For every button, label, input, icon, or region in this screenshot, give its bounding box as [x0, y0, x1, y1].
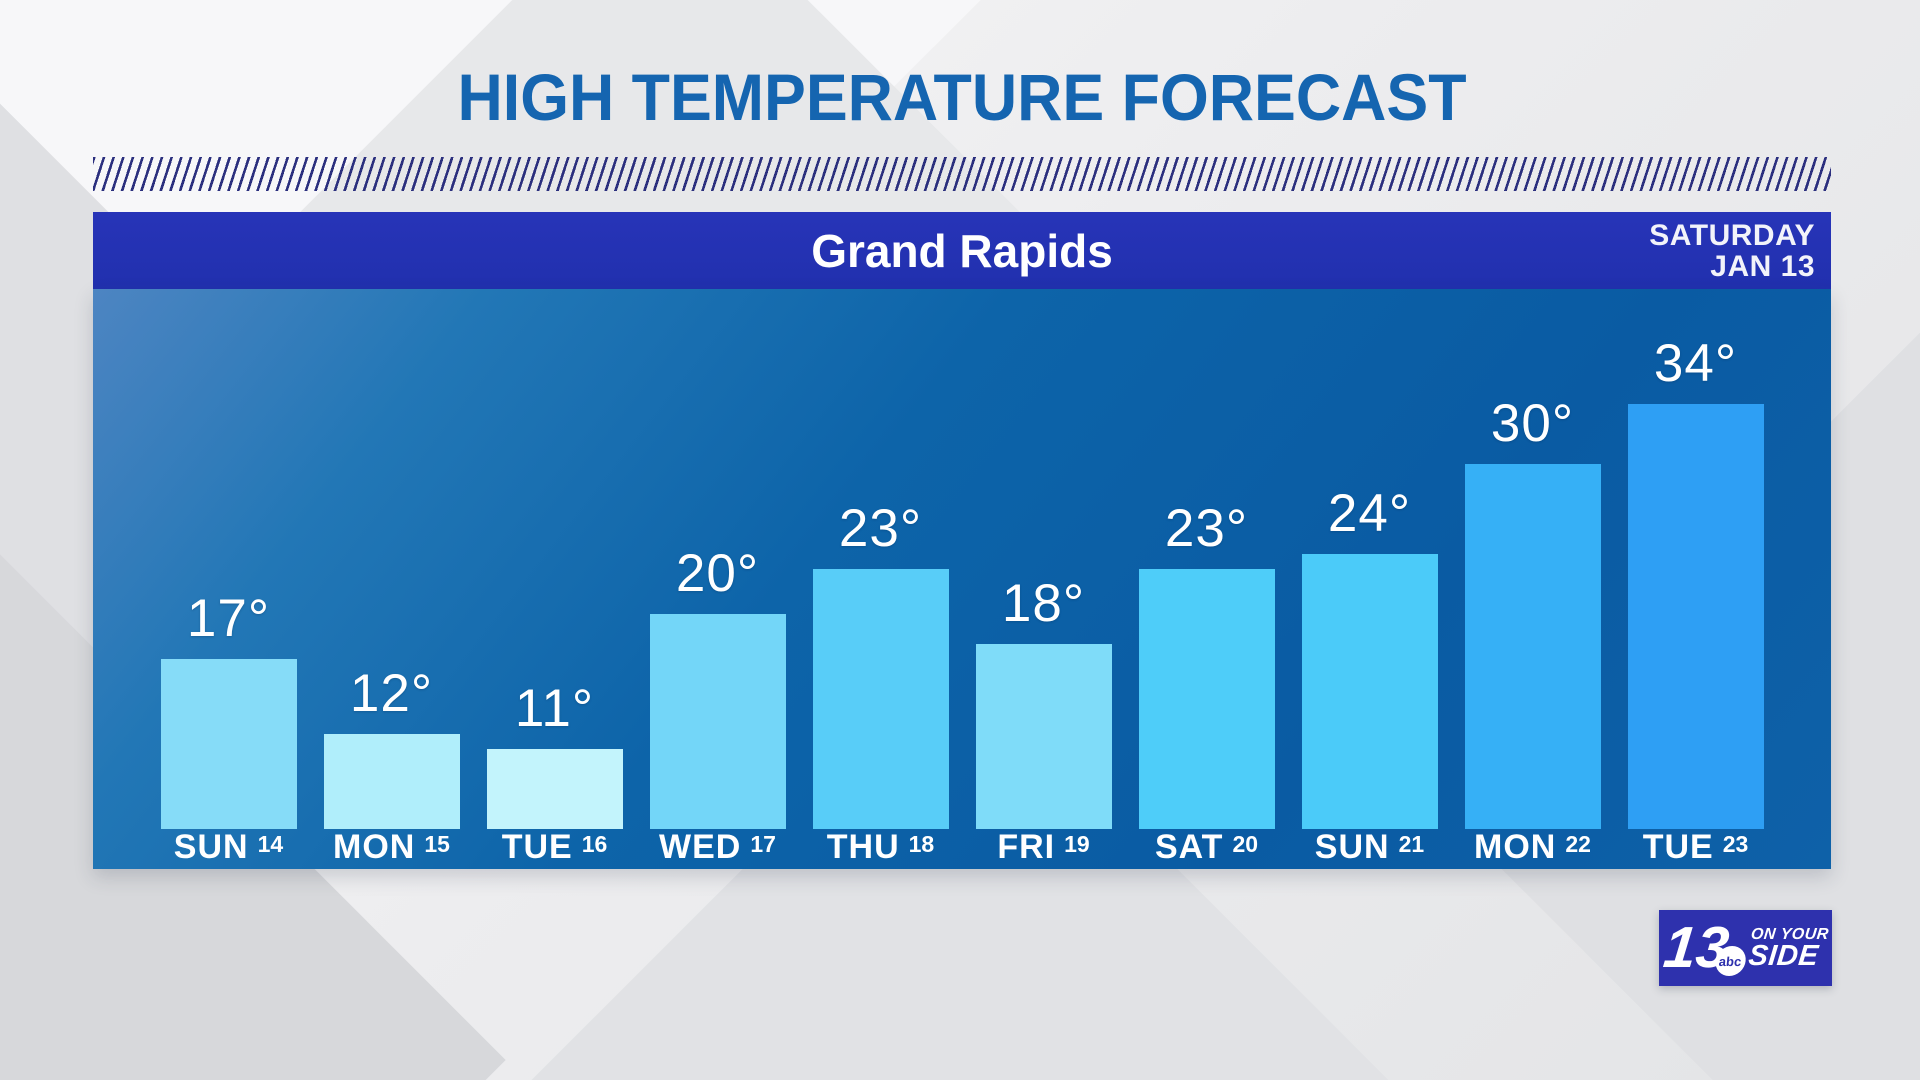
forecast-bar-column: 20° WED 17 [649, 289, 786, 869]
day-name: TUE [1642, 828, 1714, 866]
station-tagline: ON YOUR SIDE [1746, 926, 1830, 972]
day-date: 19 [1064, 831, 1090, 857]
station-logo: 13 abc ON YOUR SIDE [1659, 910, 1832, 986]
day-date: 17 [750, 831, 776, 857]
temperature-bar [160, 659, 297, 829]
day-label: SUN 14 [174, 829, 283, 869]
day-label: THU 18 [827, 829, 934, 869]
day-name: SUN [173, 828, 249, 866]
day-label: SUN 21 [1315, 829, 1424, 869]
day-name: MON [1474, 828, 1557, 866]
forecast-header-bar: Grand Rapids SATURDAY JAN 13 [93, 212, 1831, 289]
temperature-bar [1627, 404, 1764, 829]
hatch-divider [93, 157, 1831, 191]
day-date: 23 [1722, 831, 1749, 857]
day-name: THU [826, 828, 900, 866]
temperature-value: 18° [1001, 574, 1086, 633]
temperature-value: 20° [675, 544, 760, 603]
temperature-bar [323, 734, 460, 829]
forecast-bar-column: 23° SAT 20 [1138, 289, 1275, 869]
forecast-bar-column: 23° THU 18 [812, 289, 949, 869]
temperature-value: 23° [838, 499, 923, 558]
day-name: TUE [501, 828, 573, 866]
day-date: 21 [1398, 831, 1425, 857]
forecast-bar-column: 18° FRI 19 [975, 289, 1112, 869]
day-date: 15 [424, 831, 450, 857]
day-date: 20 [1232, 831, 1259, 857]
day-label: WED 17 [659, 829, 776, 869]
temperature-value: 34° [1653, 334, 1738, 393]
forecast-bar-column: 24° SUN 21 [1301, 289, 1438, 869]
temperature-value: 12° [349, 664, 434, 723]
forecast-chart: 17° SUN 14 12° MON 15 11° TUE 16 20° WED 17 23° THU 18… [93, 289, 1831, 869]
day-name: WED [659, 828, 742, 866]
temperature-bar [975, 644, 1112, 829]
page-title: HIGH TEMPERATURE FORECAST [457, 60, 1467, 134]
day-label: TUE 16 [502, 829, 608, 869]
forecast-bar-column: 30° MON 22 [1464, 289, 1601, 869]
day-label: MON 15 [333, 829, 450, 869]
temperature-bar [812, 569, 949, 829]
day-label: MON 22 [1474, 829, 1591, 869]
day-name: SUN [1314, 828, 1390, 866]
day-label: SAT 20 [1155, 829, 1258, 869]
temperature-value: 30° [1490, 394, 1575, 453]
day-date: 18 [908, 831, 935, 857]
day-date: 22 [1565, 831, 1591, 857]
day-name: SAT [1154, 828, 1224, 866]
forecast-bar-column: 11° TUE 16 [486, 289, 623, 869]
date-day: SATURDAY [1649, 219, 1815, 252]
forecast-bar-column: 12° MON 15 [323, 289, 460, 869]
temperature-value: 23° [1164, 499, 1249, 558]
temperature-bar [1301, 554, 1438, 829]
station-tagline-bottom: SIDE [1746, 939, 1820, 972]
date-value: JAN 13 [1710, 250, 1815, 283]
temperature-value: 17° [186, 589, 271, 648]
day-name: FRI [997, 828, 1056, 866]
temperature-bar [1138, 569, 1275, 829]
temperature-bar [486, 749, 623, 829]
location-label: Grand Rapids [811, 224, 1113, 277]
temperature-bar [649, 614, 786, 829]
date-label: SATURDAY JAN 13 [1649, 220, 1815, 282]
day-name: MON [333, 828, 416, 866]
bars-row: 17° SUN 14 12° MON 15 11° TUE 16 20° WED 17 23° THU 18… [93, 289, 1831, 869]
temperature-value: 11° [514, 679, 595, 738]
day-label: FRI 19 [997, 829, 1089, 869]
temperature-bar [1464, 464, 1601, 829]
temperature-value: 24° [1327, 484, 1412, 543]
day-date: 16 [581, 831, 608, 857]
forecast-bar-column: 17° SUN 14 [160, 289, 297, 869]
day-label: TUE 23 [1643, 829, 1749, 869]
forecast-bar-column: 34° TUE 23 [1627, 289, 1764, 869]
station-logo-inner: 13 abc ON YOUR SIDE [1660, 915, 1831, 980]
day-date: 14 [257, 831, 284, 857]
